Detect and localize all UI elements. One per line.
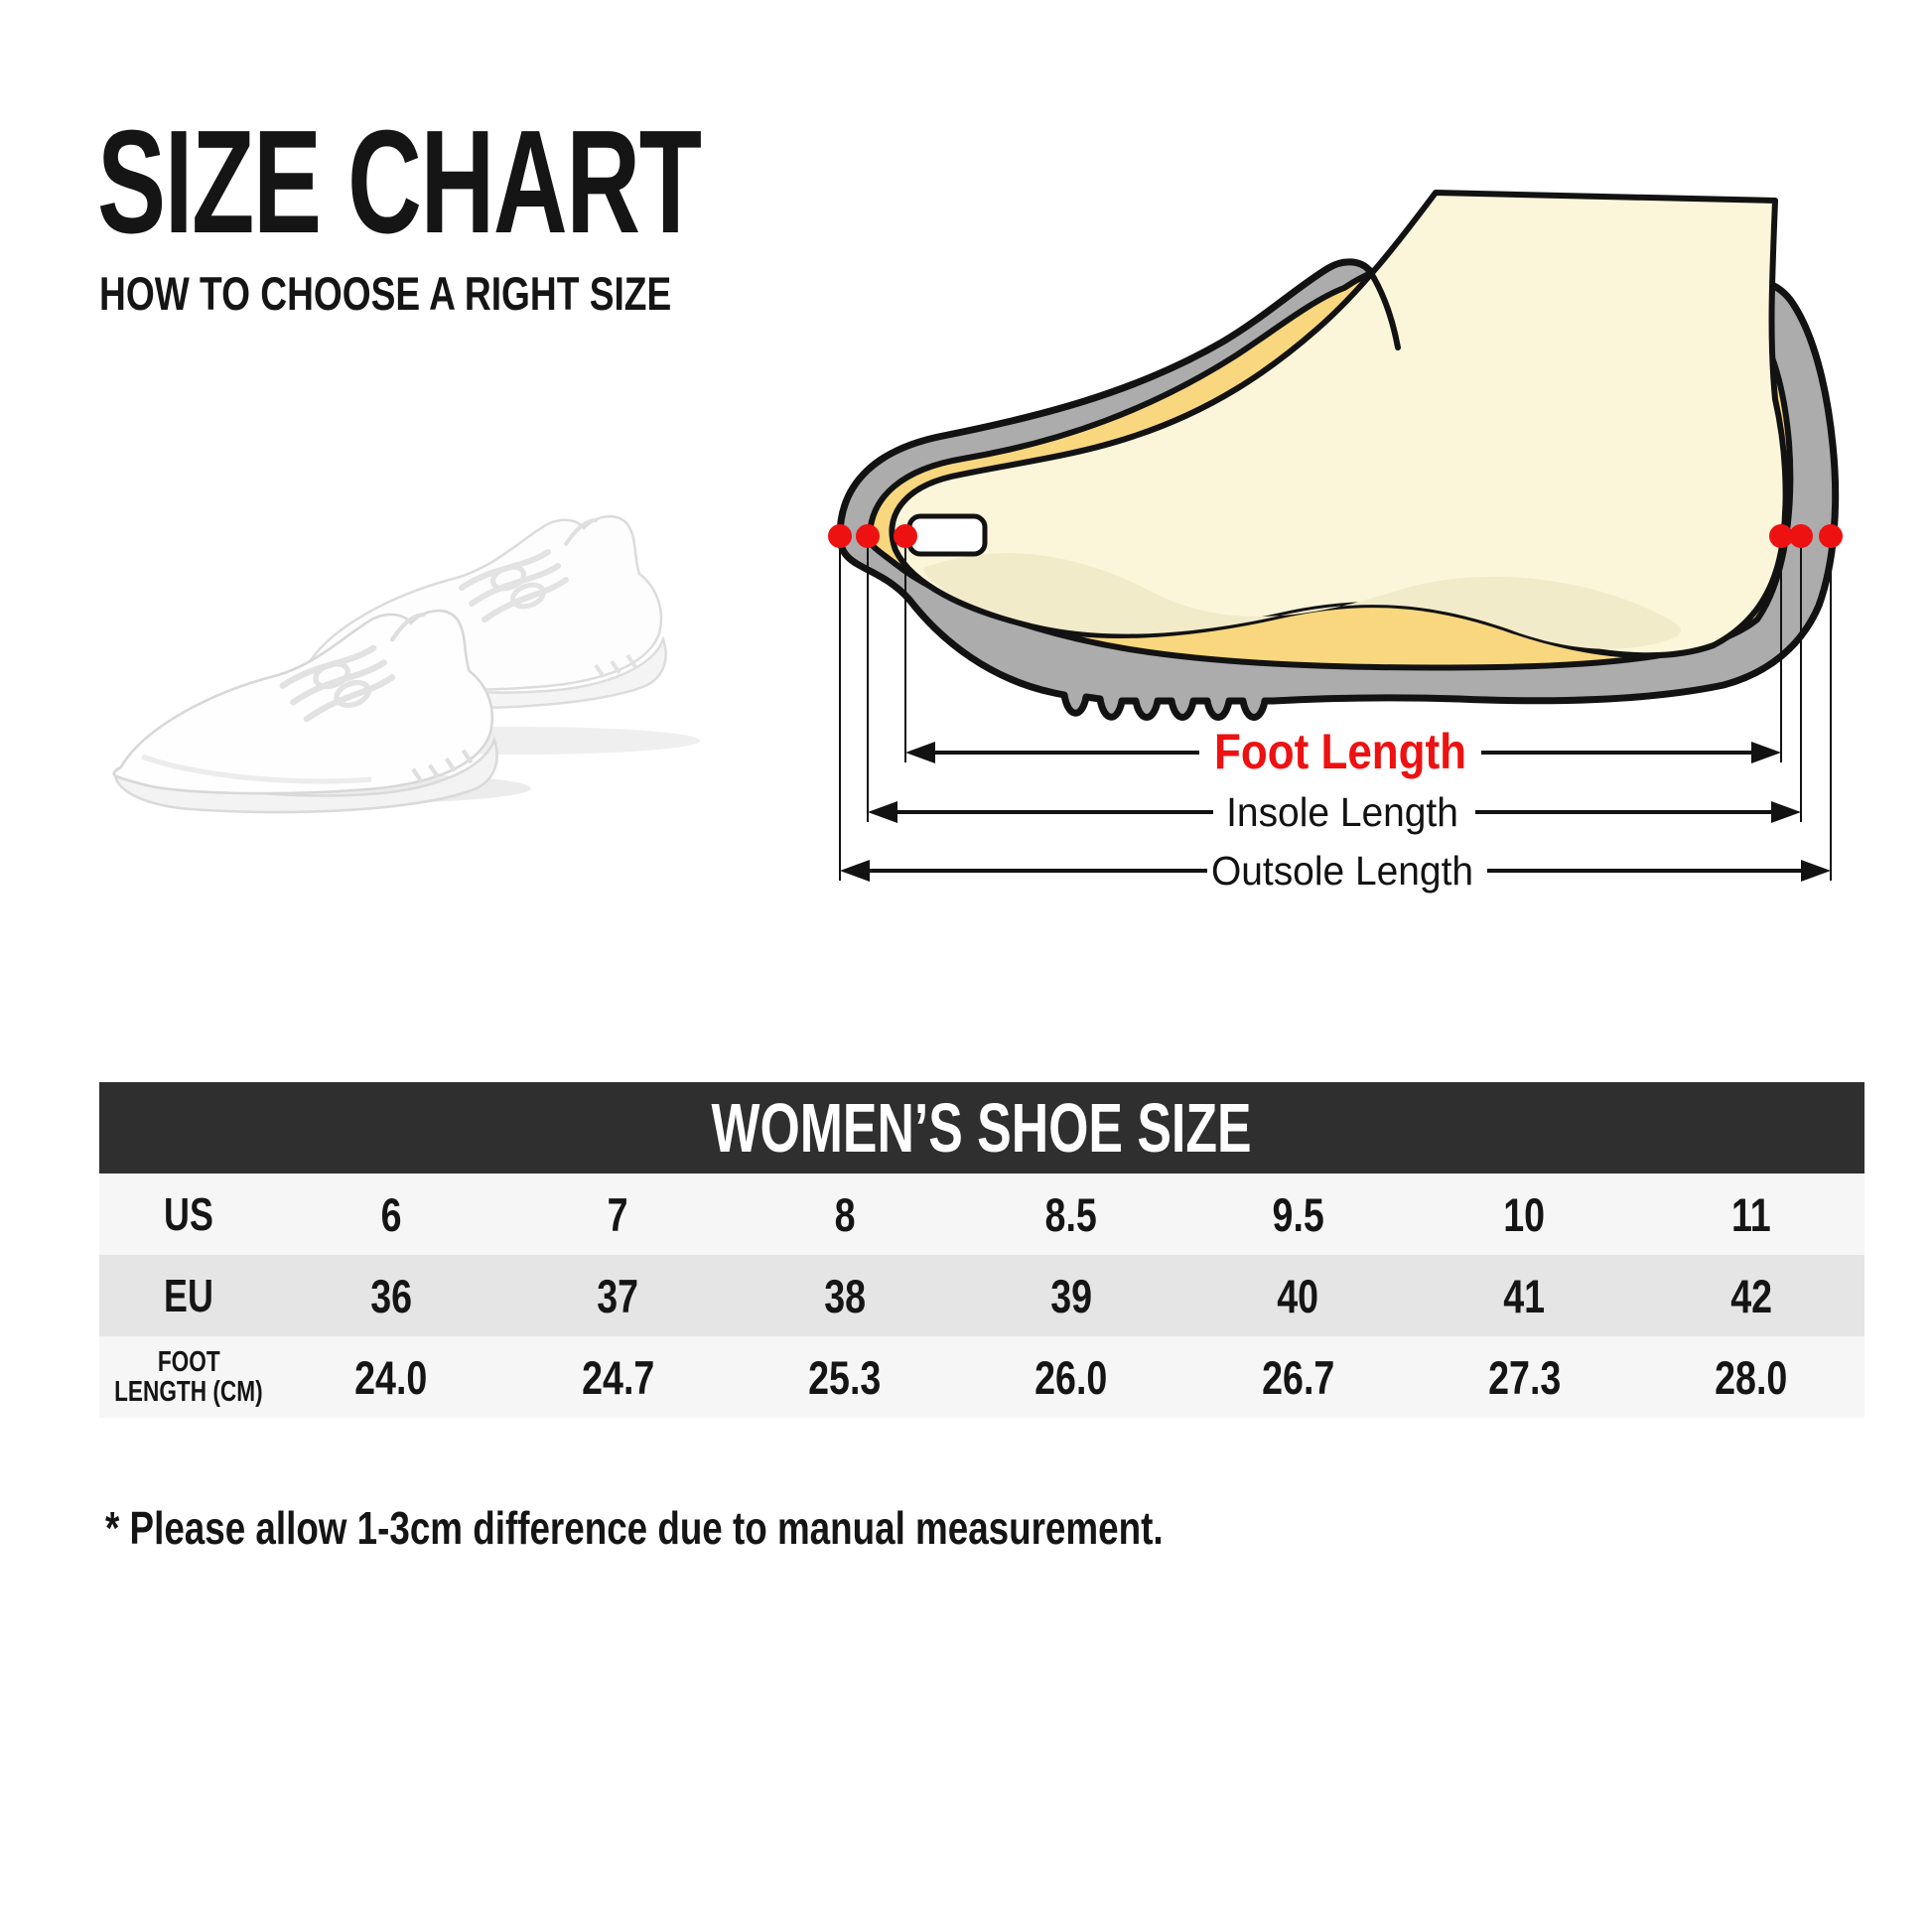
page-title: SIZE CHART	[97, 100, 702, 264]
arrow-left-icon	[868, 801, 897, 823]
table-cell: 8.5	[1044, 1187, 1098, 1241]
table-cell: 28.0	[1715, 1350, 1788, 1404]
table-cell: 41	[1503, 1269, 1546, 1322]
table-row-eu: EU 36 37 38 39 40 41 42	[99, 1255, 1864, 1336]
arrow-right-icon	[1801, 860, 1831, 882]
foot-shape	[889, 190, 1789, 659]
table-row-us: US 6 7 8 8.5 9.5 10 11	[99, 1173, 1864, 1255]
table-cell: 7	[607, 1187, 628, 1241]
row-label-us: US	[164, 1188, 213, 1240]
row-label-foot-length: FOOT LENGTH (CM)	[114, 1345, 263, 1408]
sneaker-front	[112, 609, 498, 814]
sneakers-image	[112, 515, 700, 814]
table-cell: 27.3	[1487, 1350, 1562, 1404]
table-title: WOMEN’S SHOE SIZE	[712, 1089, 1252, 1167]
measurement-dots	[828, 524, 1843, 548]
table-cell: 9.5	[1272, 1187, 1324, 1241]
foot-measurement-diagram: Foot Length Insole Length Outsole Length	[828, 190, 1843, 894]
dot-foot-heel	[1769, 524, 1793, 548]
dot-insole-toe	[856, 524, 880, 548]
foot-shading	[923, 553, 1682, 649]
table-cell: 40	[1277, 1269, 1319, 1322]
arrow-left-icon	[840, 860, 870, 882]
toenail	[906, 513, 988, 557]
foot-length-dimension: Foot Length	[905, 723, 1781, 779]
table-header-bar: WOMEN’S SHOE SIZE	[99, 1082, 1864, 1173]
table-cell: 39	[1050, 1269, 1092, 1322]
table-cell: 11	[1730, 1187, 1771, 1241]
table-cell: 24.0	[354, 1350, 428, 1404]
table-cell: 26.0	[1035, 1350, 1108, 1404]
arrow-right-icon	[1751, 742, 1781, 763]
table-cell: 42	[1729, 1269, 1772, 1322]
measurement-note: * Please allow 1-3cm difference due to m…	[105, 1502, 1164, 1554]
row-label-eu: EU	[164, 1270, 213, 1321]
insole-length-label: Insole Length	[1226, 790, 1458, 835]
foot-length-label: Foot Length	[1214, 723, 1466, 778]
dot-outsole-toe	[828, 524, 852, 548]
dot-insole-heel	[1789, 524, 1813, 548]
table-cell: 6	[380, 1187, 402, 1241]
dot-foot-toe	[894, 524, 917, 548]
table-cell: 8	[834, 1187, 856, 1241]
dot-outsole-heel	[1819, 524, 1843, 548]
table-cell: 10	[1503, 1187, 1546, 1241]
arrow-right-icon	[1771, 801, 1801, 823]
page-subtitle: HOW TO CHOOSE A RIGHT SIZE	[99, 267, 672, 320]
guide-lines	[839, 546, 1832, 881]
table-cell: 25.3	[808, 1350, 882, 1404]
table-cell: 24.7	[581, 1350, 655, 1404]
arrow-left-icon	[905, 742, 935, 763]
table-cell: 36	[370, 1269, 413, 1322]
outsole-length-label: Outsole Length	[1211, 849, 1473, 894]
shoe-collar-edge	[1366, 267, 1401, 350]
table-row-foot-length: FOOT LENGTH (CM) 24.0 24.7 25.3 26.0 26.…	[99, 1336, 1864, 1418]
table-cell: 38	[823, 1269, 866, 1322]
outsole-length-dimension: Outsole Length	[840, 849, 1831, 894]
size-table: WOMEN’S SHOE SIZE US 6 7 8 8.5 9.5 10 11…	[99, 1082, 1864, 1418]
table-cell: 37	[597, 1269, 639, 1322]
insole-length-dimension: Insole Length	[868, 790, 1801, 835]
table-cell: 26.7	[1261, 1350, 1334, 1404]
